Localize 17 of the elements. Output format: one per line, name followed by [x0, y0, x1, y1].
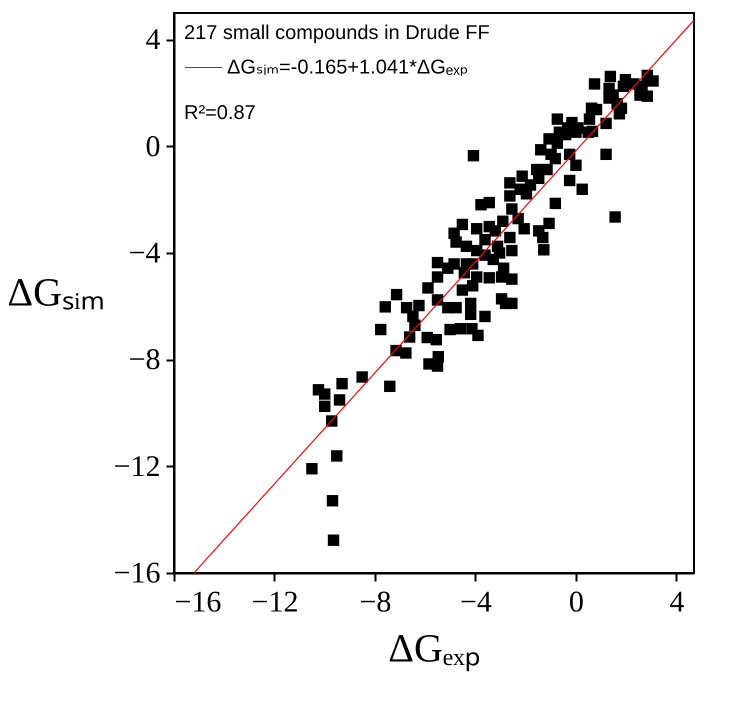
y-tick-label: 4	[146, 23, 160, 56]
x-tick-label: −4	[460, 586, 492, 618]
y-axis-title: ΔGₛᵢₘ	[7, 270, 104, 314]
x-tick-label: 4	[669, 586, 684, 618]
x-tick-label: −12	[252, 586, 298, 618]
legend-label: ΔGₛᵢₘ=-0.165+1.041*ΔGₑₓₚ	[227, 56, 468, 78]
y-tick-label: −4	[128, 236, 160, 270]
legend-title: 217 small compounds in Drude FF	[184, 22, 490, 44]
y-tick-label: −12	[114, 450, 160, 483]
x-axis-title: ΔGₑₓₚ	[388, 626, 481, 672]
y-tick-label: 0	[146, 130, 160, 163]
annotation: R²=0.87	[184, 102, 256, 124]
y-tick-label: −8	[128, 343, 160, 376]
y-tick-label: −16	[114, 556, 160, 590]
x-tick-label: 0	[568, 586, 584, 618]
x-tick-label: −16	[174, 586, 222, 618]
x-tick-label: −8	[360, 586, 392, 618]
